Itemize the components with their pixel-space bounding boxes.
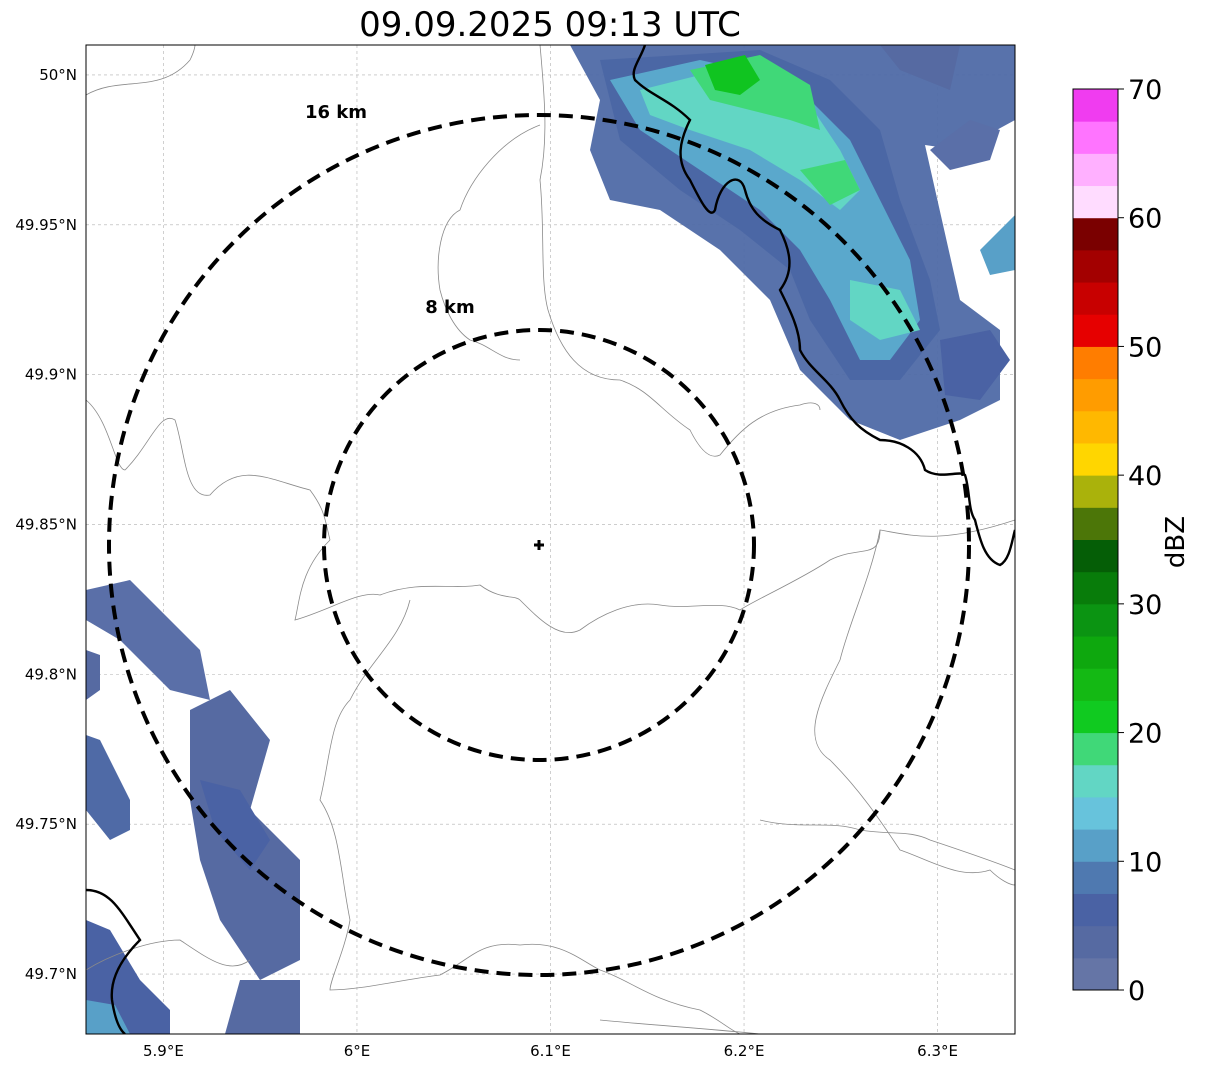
colorbar-tick-label: 40: [1128, 461, 1162, 492]
latitude-axis: 50°N 49.95°N 49.9°N 49.85°N 49.8°N 49.75°N 49.…: [15, 66, 77, 983]
colorbar-bin: [1073, 829, 1118, 862]
y-tick-label: 49.95°N: [15, 216, 77, 234]
range-ring-label-16km: 16 km: [305, 102, 367, 123]
radar-center-plus-marker: [534, 540, 544, 550]
colorbar-bin: [1073, 475, 1118, 508]
colorbar-bin: [1073, 571, 1118, 605]
colorbar-bin: [1073, 893, 1118, 927]
y-tick-label: 49.9°N: [25, 366, 77, 384]
dbz-colorbar: 0 10 20 30 40 50 60 70: [1072, 75, 1162, 1007]
colorbar-tick-label: 30: [1128, 590, 1162, 621]
colorbar-bin: [1073, 121, 1118, 154]
colorbar-tick-label: 10: [1128, 847, 1162, 878]
colorbar-bin: [1073, 539, 1118, 573]
x-tick-label: 6.1°E: [530, 1042, 571, 1060]
figure-title: 09.09.2025 09:13 UTC: [359, 5, 741, 45]
colorbar-tick-label: 50: [1128, 332, 1162, 363]
map-frame: [85, 44, 1016, 1035]
x-tick-label: 5.9°E: [143, 1042, 184, 1060]
colorbar-bin: [1073, 925, 1118, 959]
range-ring-8km: [322, 328, 756, 762]
x-tick-label: 6.3°E: [917, 1042, 958, 1060]
colorbar-bin: [1073, 217, 1118, 251]
colorbar-bin: [1073, 861, 1118, 894]
colorbar-tick-label: 20: [1128, 719, 1162, 750]
range-ring-label-8km: 8 km: [425, 297, 475, 318]
colorbar-frame: [1072, 88, 1119, 991]
colorbar-bin: [1073, 668, 1118, 701]
colorbar-tick-label: 70: [1128, 75, 1162, 106]
colorbar-bin: [1073, 507, 1118, 540]
range-rings: [107, 113, 971, 977]
colorbar-bin: [1073, 442, 1118, 476]
colorbar-bin: [1073, 89, 1118, 122]
colorbar-tick-label: 60: [1128, 204, 1162, 235]
y-tick-label: 49.75°N: [15, 815, 77, 833]
x-tick-label: 6.2°E: [724, 1042, 765, 1060]
colorbar-bin: [1073, 314, 1118, 347]
colorbar-bin: [1073, 732, 1118, 766]
longitude-axis: 5.9°E 6°E 6.1°E 6.2°E 6.3°E: [143, 1042, 958, 1060]
y-tick-label: 49.85°N: [15, 516, 77, 534]
colorbar-bin: [1073, 764, 1118, 798]
colorbar-bin: [1073, 957, 1118, 991]
echo-band-southwest: [86, 580, 300, 1034]
colorbar-bin: [1073, 346, 1118, 380]
colorbar-bin: [1073, 636, 1118, 669]
admin-borders: [86, 45, 1015, 1034]
colorbar-bin: [1073, 185, 1118, 219]
colorbar-bin: [1073, 410, 1118, 444]
y-tick-label: 49.8°N: [25, 665, 77, 683]
y-tick-label: 50°N: [39, 66, 77, 84]
x-tick-label: 6°E: [344, 1042, 371, 1060]
colorbar-bin: [1073, 700, 1118, 734]
national-borders: [86, 45, 1015, 1034]
y-tick-label: 49.7°N: [25, 965, 77, 983]
colorbar-bin: [1073, 153, 1118, 187]
colorbar-bin: [1073, 378, 1118, 412]
map-panel: 16 km 8 km: [85, 44, 1016, 1035]
range-ring-16km: [107, 113, 971, 977]
colorbar-bin: [1073, 249, 1118, 283]
colorbar-tick-label: 0: [1128, 976, 1145, 1007]
colorbar-bin: [1073, 282, 1118, 315]
colorbar-bin: [1073, 796, 1118, 830]
colorbar-bin: [1073, 603, 1118, 637]
colorbar-label: dBZ: [1161, 516, 1191, 568]
